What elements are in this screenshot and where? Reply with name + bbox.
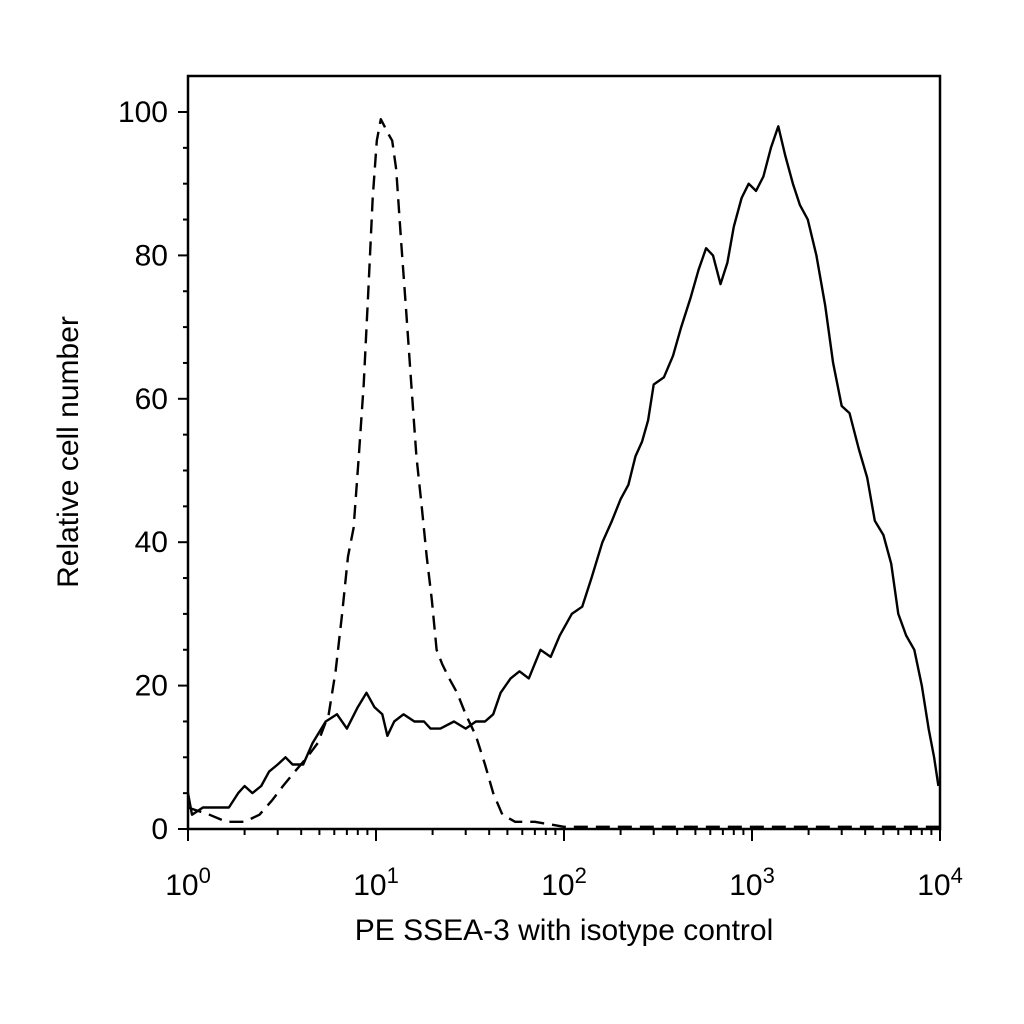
y-tick-label: 0 bbox=[151, 813, 168, 846]
y-tick-label: 80 bbox=[135, 239, 168, 272]
isotype-control-curve bbox=[187, 117, 940, 828]
plot-frame bbox=[186, 74, 942, 831]
x-tick-label: 102 bbox=[541, 863, 587, 902]
y-tick-label: 100 bbox=[118, 96, 168, 129]
y-tick-label: 40 bbox=[135, 526, 168, 559]
x-axis: 100 101 102 103 104 bbox=[165, 829, 963, 902]
y-tick-label: 60 bbox=[135, 383, 168, 416]
x-tick-label: 104 bbox=[917, 863, 963, 902]
y-axis-title: Relative cell number bbox=[52, 316, 85, 588]
x-tick-label: 100 bbox=[165, 863, 211, 902]
x-tick-label: 101 bbox=[353, 863, 399, 902]
x-axis-title: PE SSEA-3 with isotype control bbox=[355, 914, 774, 947]
x-tick-label: 103 bbox=[729, 863, 775, 902]
series-layer bbox=[186, 117, 940, 828]
y-axis: 0 20 40 60 80 100 bbox=[118, 96, 188, 846]
ssea3-curve bbox=[186, 125, 940, 816]
y-tick-label: 20 bbox=[135, 670, 168, 703]
